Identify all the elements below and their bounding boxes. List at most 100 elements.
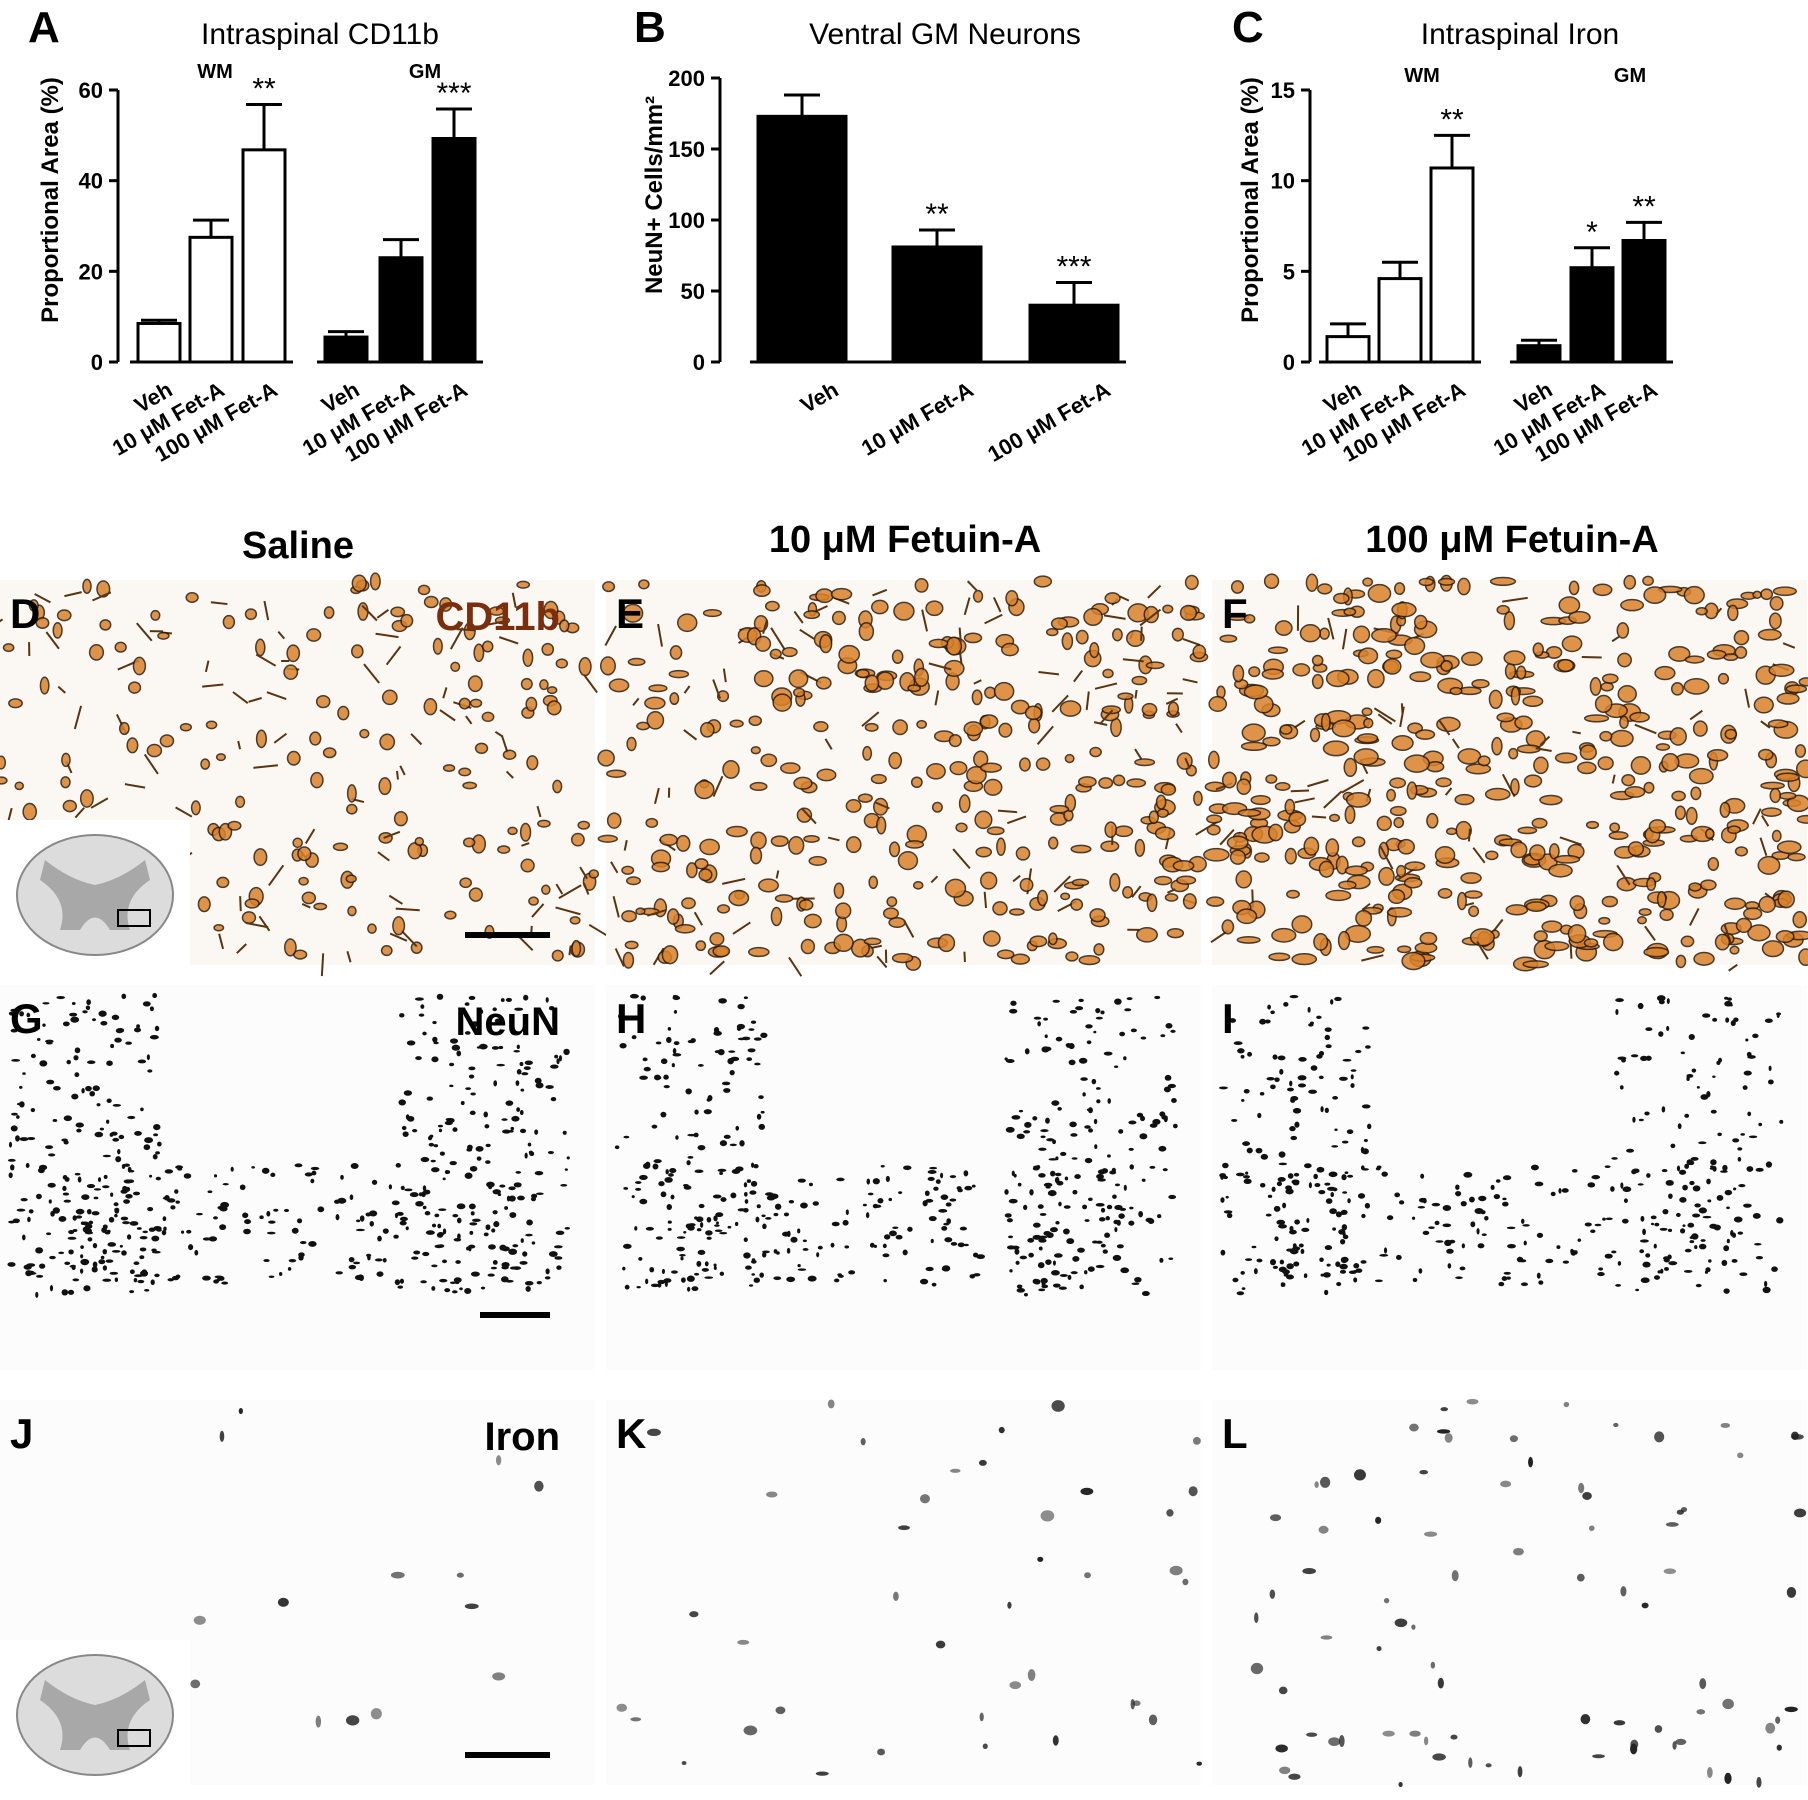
neuron-dot	[46, 1079, 55, 1085]
neuron-dot	[652, 1163, 659, 1170]
neuron-dot	[268, 1275, 275, 1278]
stain-blob	[1600, 682, 1614, 692]
iron-deposit	[1419, 1470, 1429, 1475]
neuron-dot	[1050, 1170, 1056, 1177]
neuron-dot	[219, 1224, 227, 1231]
neuron-dot	[1637, 1183, 1644, 1186]
neuron-dot	[142, 1001, 151, 1007]
stain-blob	[286, 750, 301, 766]
neuron-dot	[927, 1169, 937, 1174]
neuron-dot	[75, 1208, 85, 1215]
neuron-dot	[439, 1151, 445, 1156]
neuron-dot	[134, 1274, 143, 1278]
neuron-dot	[1106, 1204, 1113, 1210]
neuron-dot	[110, 1043, 115, 1049]
neuron-dot	[1341, 1140, 1349, 1144]
iron-deposit	[1437, 1429, 1451, 1434]
neuron-dot	[866, 1178, 871, 1185]
stain-blob	[1206, 814, 1223, 824]
micrograph-background	[606, 1400, 1201, 1785]
neuron-dot	[713, 1263, 717, 1267]
neuron-dot	[650, 1283, 660, 1288]
neuron-dot	[10, 1164, 15, 1171]
stain-blob	[1638, 908, 1652, 917]
stain-blob	[1508, 747, 1519, 760]
stain-blob	[1465, 763, 1492, 775]
stain-blob	[96, 580, 111, 598]
bar	[1325, 335, 1371, 364]
panel-letter: J	[10, 1410, 33, 1457]
stain-blob	[1325, 669, 1350, 688]
stain-blob	[1182, 893, 1197, 910]
neuron-dot	[1723, 1288, 1730, 1294]
neuron-dot	[121, 1250, 127, 1256]
neuron-dot	[432, 1036, 438, 1043]
neuron-dot	[1726, 997, 1733, 1001]
neuron-dot	[719, 1231, 728, 1235]
stain-blob	[1010, 953, 1031, 965]
neuron-dot	[335, 1271, 343, 1275]
neuron-dot	[1747, 1111, 1752, 1117]
neuron-dot	[1682, 1224, 1686, 1228]
stain-blob	[450, 661, 461, 673]
stain-fiber	[827, 836, 840, 842]
stain-blob	[760, 753, 778, 768]
stain-blob	[855, 668, 870, 679]
stain-blob	[1221, 771, 1237, 789]
micrograph-background	[1212, 1400, 1807, 1785]
neuron-dot	[47, 1182, 56, 1188]
stain-blob	[698, 868, 713, 882]
neuron-dot	[102, 1154, 111, 1158]
neuron-dot	[719, 1271, 725, 1276]
stain-blob	[1329, 813, 1340, 823]
neuron-dot	[1107, 1098, 1111, 1104]
stain-fiber	[320, 953, 325, 977]
stain-fiber	[1140, 626, 1143, 641]
neuron-dot	[1094, 1144, 1098, 1149]
stain-blob	[1434, 846, 1456, 865]
stain-blob	[1733, 630, 1750, 646]
neuron-dot	[790, 1236, 798, 1243]
neuron-dot	[152, 993, 158, 999]
stain-fiber	[732, 921, 751, 935]
neuron-dot	[1282, 1269, 1290, 1275]
neuron-dot	[1220, 1174, 1224, 1180]
neuron-dot	[167, 1198, 176, 1203]
stain-blob	[1468, 905, 1480, 918]
neuron-dot	[515, 1080, 520, 1086]
neuron-dot	[696, 1216, 704, 1223]
neuron-dot	[468, 995, 476, 1000]
neuron-dot	[783, 1212, 790, 1217]
neuron-dot	[1095, 1007, 1101, 1014]
stain-blob	[1592, 583, 1613, 597]
iron-deposit	[1319, 1476, 1331, 1488]
neuron-dot	[508, 1186, 516, 1191]
neuron-dot	[288, 1258, 297, 1263]
neuron-dot	[114, 1207, 120, 1211]
iron-deposit	[1654, 1431, 1665, 1443]
iron-deposit	[647, 1428, 661, 1437]
neuron-dot	[133, 1027, 142, 1033]
stain-fiber	[1761, 814, 1770, 827]
stain-blob	[1769, 596, 1784, 611]
stain-blob	[1796, 814, 1808, 824]
neuron-dot	[635, 1187, 642, 1191]
neuron-dot	[743, 1252, 751, 1259]
neuron-dot	[105, 1259, 114, 1263]
stain-blob	[728, 889, 750, 907]
neuron-dot	[27, 1136, 36, 1141]
neuron-dot	[1049, 1227, 1058, 1233]
stain-blob	[1164, 893, 1179, 902]
stain-blob	[1695, 606, 1708, 616]
stain-blob	[1284, 798, 1296, 815]
neuron-dot	[1131, 1282, 1140, 1285]
stain-blob	[1268, 823, 1284, 842]
neuron-dot	[1619, 1085, 1624, 1090]
neuron-dot	[1495, 1179, 1501, 1183]
stain-blob	[467, 675, 483, 693]
stain-blob	[1533, 930, 1548, 942]
neuron-dot	[1240, 1270, 1245, 1275]
stain-blob	[79, 789, 94, 808]
neuron-dot	[19, 1137, 29, 1142]
neuron-dot	[1040, 1129, 1049, 1133]
